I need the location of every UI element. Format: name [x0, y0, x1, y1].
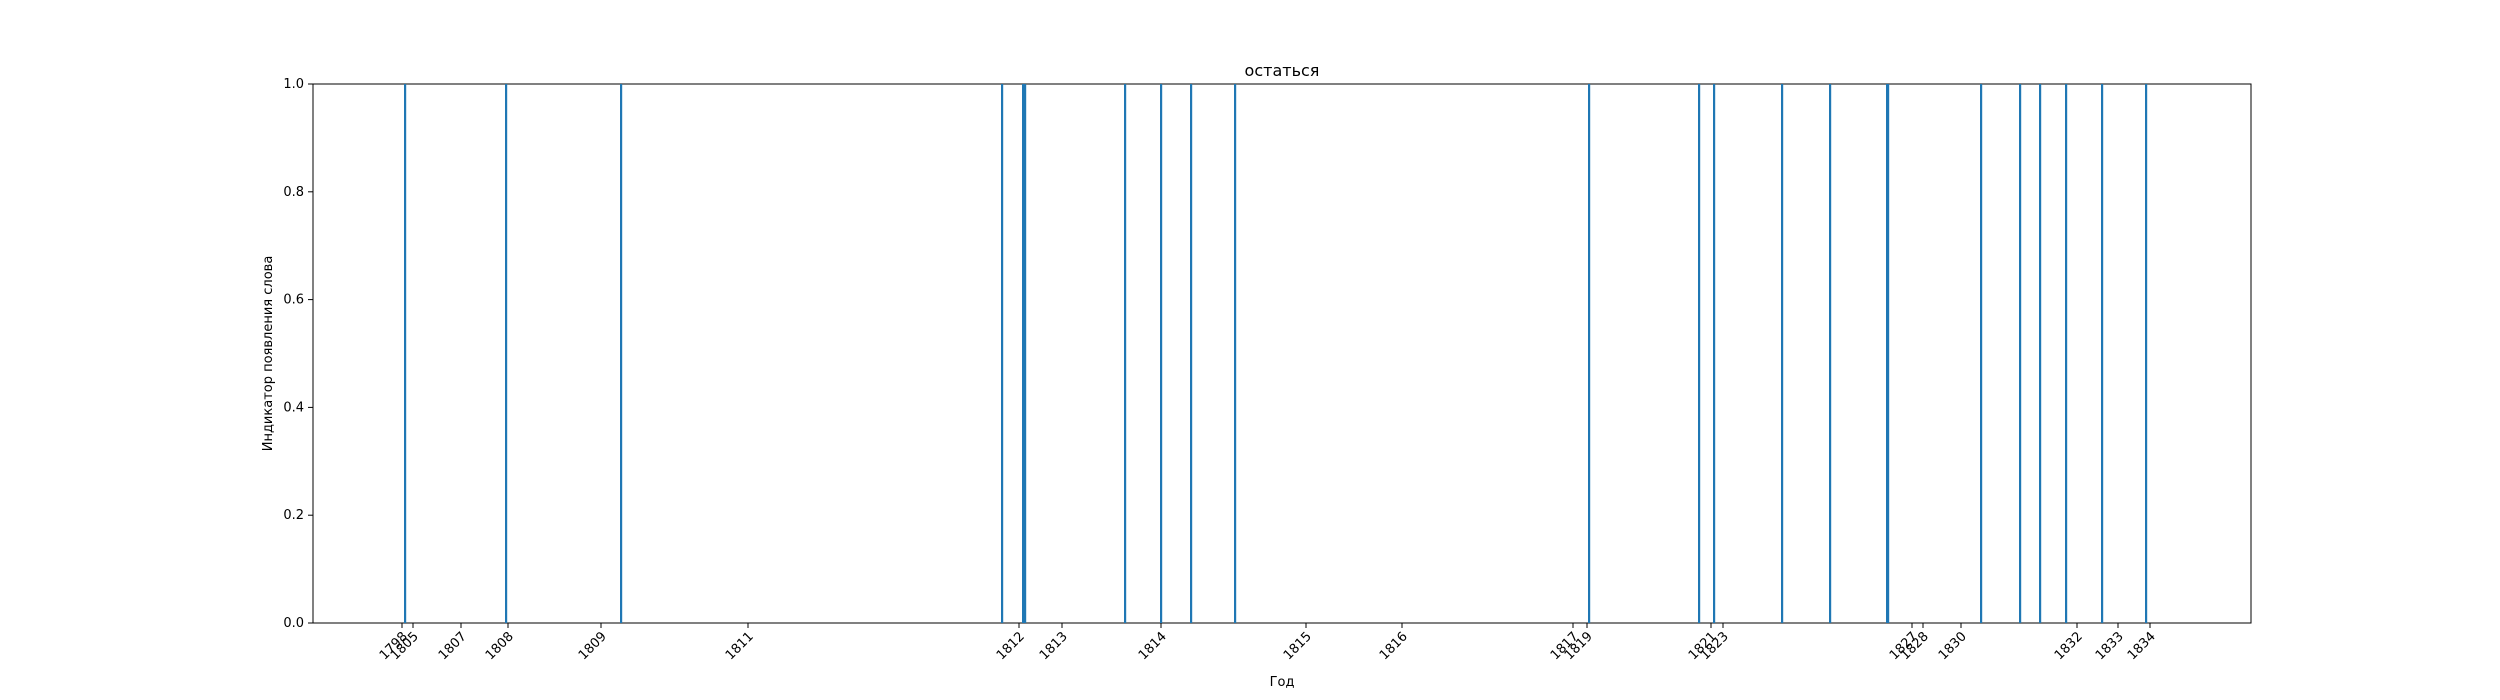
x-tick-label: 1812 — [994, 629, 1028, 663]
bars-group — [404, 84, 2148, 623]
bar — [505, 84, 508, 623]
bar — [1022, 84, 1025, 623]
y-tick-label: 0.0 — [283, 616, 304, 631]
x-axis-label: Год — [1270, 675, 1295, 690]
bar — [1698, 84, 1701, 623]
x-tick-label: 1815 — [1281, 629, 1315, 663]
x-tick-label: 1809 — [576, 629, 610, 663]
x-tick-label: 1833 — [2093, 629, 2127, 663]
bar — [1024, 84, 1027, 623]
x-tick-label: 1807 — [436, 629, 470, 663]
bar — [2145, 84, 2148, 623]
y-axis-label: Индикатор появления слова — [261, 256, 276, 452]
x-tick-label: 1828 — [1898, 629, 1932, 663]
bar — [1980, 84, 1983, 623]
y-tick-label: 0.4 — [283, 400, 304, 415]
bar — [1781, 84, 1784, 623]
bar — [2019, 84, 2022, 623]
bar — [2039, 84, 2042, 623]
x-tick-label: 1834 — [2125, 629, 2159, 663]
x-tick-label: 1813 — [1037, 629, 1071, 663]
x-tick-label: 1814 — [1136, 629, 1170, 663]
x-tick-label: 1808 — [483, 629, 517, 663]
x-tick-label: 1816 — [1377, 629, 1411, 663]
bar — [1588, 84, 1591, 623]
bar — [1124, 84, 1127, 623]
bar — [1160, 84, 1163, 623]
y-tick-label: 0.8 — [283, 185, 304, 200]
plot-area — [312, 83, 2252, 624]
bar — [404, 84, 407, 623]
bar — [1829, 84, 1832, 623]
x-tick-label: 1811 — [723, 629, 757, 663]
bar — [2101, 84, 2104, 623]
bar — [1190, 84, 1193, 623]
bar — [2065, 84, 2068, 623]
chart-title: остаться — [1245, 61, 1320, 80]
bar — [1887, 84, 1890, 623]
bar — [620, 84, 623, 623]
y-axis: 0.0 0.2 0.4 0.6 0.8 1.0 — [283, 77, 313, 631]
bar — [1001, 84, 1004, 623]
bar — [1713, 84, 1716, 623]
x-tick-label: 1805 — [388, 629, 422, 663]
y-tick-label: 1.0 — [283, 77, 304, 92]
x-tick-label: 1832 — [2052, 629, 2086, 663]
y-tick-label: 0.6 — [283, 293, 304, 308]
x-tick-label: 1830 — [1936, 629, 1970, 663]
y-tick-label: 0.2 — [283, 508, 304, 523]
bar — [1234, 84, 1237, 623]
